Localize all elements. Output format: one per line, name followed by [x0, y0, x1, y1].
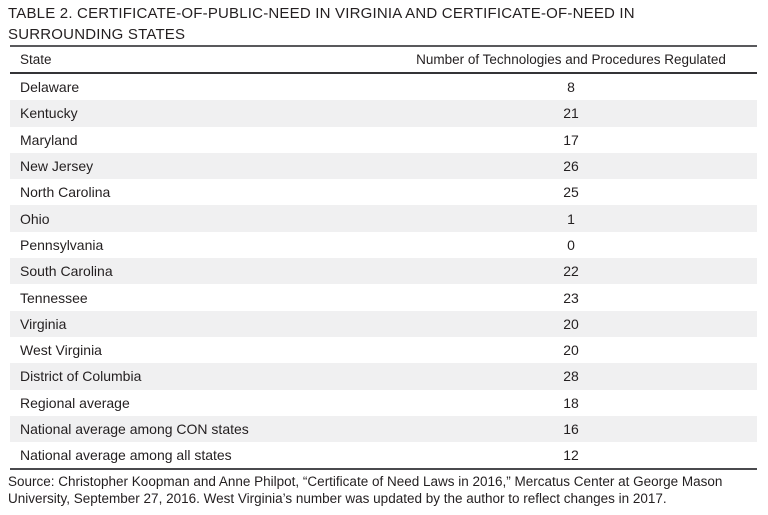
table-body: Delaware 8 Kentucky 21 Maryland 17 New J… — [10, 74, 757, 468]
table-row: Regional average 18 — [10, 390, 757, 416]
state-cell: Maryland — [20, 131, 78, 148]
value-cell: 20 — [563, 342, 579, 359]
state-cell: Virginia — [20, 315, 67, 332]
table-row: Tennessee 23 — [10, 284, 757, 310]
value-cell: 23 — [563, 289, 579, 306]
table-title: TABLE 2. CERTIFICATE-OF-PUBLIC-NEED IN V… — [8, 5, 635, 43]
value-cell: 28 — [563, 368, 579, 385]
state-cell: National average among CON states — [20, 421, 249, 437]
value-cell: 20 — [563, 315, 579, 332]
value-cell: 21 — [563, 105, 579, 122]
column-header-value: Number of Technologies and Procedures Re… — [416, 52, 726, 67]
value-cell: 18 — [563, 394, 579, 411]
state-cell: District of Columbia — [20, 368, 142, 385]
table-header-row: State Number of Technologies and Procedu… — [10, 47, 757, 74]
table-row: Kentucky 21 — [10, 100, 757, 127]
value-cell: 12 — [563, 447, 579, 464]
column-header-state: State — [20, 52, 52, 67]
table-row: Delaware 8 — [10, 74, 757, 100]
value-cell: 0 — [567, 236, 575, 253]
table-row: West Virginia 20 — [10, 337, 757, 363]
value-cell: 1 — [567, 210, 575, 227]
table-row: Virginia 20 — [10, 310, 757, 337]
table-row: Maryland 17 — [10, 127, 757, 153]
state-cell: New Jersey — [20, 158, 94, 175]
state-cell: Delaware — [20, 79, 80, 96]
value-cell: 22 — [563, 263, 579, 280]
state-cell: North Carolina — [20, 184, 111, 201]
table-row: South Carolina 22 — [10, 258, 757, 285]
state-cell: Pennsylvania — [20, 236, 104, 253]
value-cell: 16 — [563, 421, 579, 437]
table-row: North Carolina 25 — [10, 179, 757, 205]
table-row: National average among all states 12 — [10, 442, 757, 468]
value-cell: 26 — [563, 158, 579, 175]
state-cell: Regional average — [20, 394, 130, 411]
value-cell: 17 — [563, 131, 579, 148]
table-row: Ohio 1 — [10, 205, 757, 232]
state-cell: Ohio — [20, 210, 50, 227]
state-cell: West Virginia — [20, 342, 102, 359]
data-table: State Number of Technologies and Procedu… — [10, 45, 757, 471]
value-cell: 25 — [563, 184, 579, 201]
table-row: District of Columbia 28 — [10, 363, 757, 390]
table-row: New Jersey 26 — [10, 152, 757, 180]
state-cell: South Carolina — [20, 263, 113, 280]
state-cell: Kentucky — [20, 105, 78, 122]
table-row: National average among CON states 16 — [10, 415, 757, 443]
table-row: Pennsylvania 0 — [10, 232, 757, 258]
value-cell: 8 — [567, 79, 575, 96]
state-cell: Tennessee — [20, 289, 88, 306]
source-note: Source: Christopher Koopman and Anne Phi… — [8, 474, 723, 507]
state-cell: National average among all states — [20, 447, 232, 464]
